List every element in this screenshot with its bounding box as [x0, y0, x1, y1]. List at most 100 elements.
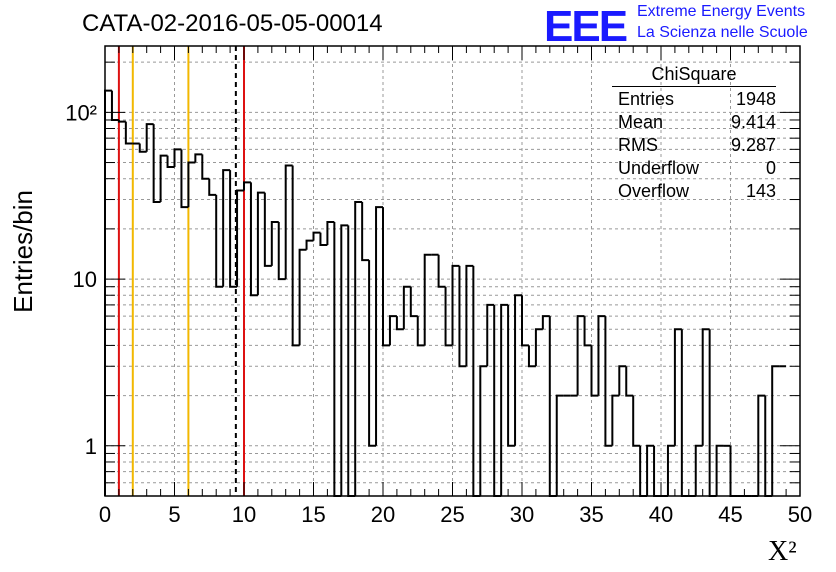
y-tick-label: 10 [73, 267, 97, 292]
histogram-bin [117, 119, 126, 123]
histogram-bin [263, 192, 272, 267]
stats-row: Overflow 143 [612, 180, 776, 203]
histogram-bin [249, 182, 258, 297]
histogram-bin [305, 239, 314, 250]
x-axis-label: X² [768, 536, 797, 567]
plot-title: CATA-02-2016-05-05-00014 [82, 10, 383, 37]
histogram-bin [104, 89, 112, 496]
histogram-bin [361, 201, 370, 262]
histogram-bin [715, 444, 724, 496]
histogram-bin [284, 164, 293, 280]
histogram-bin [236, 189, 244, 287]
histogram-bin [646, 444, 655, 496]
histogram-bin [124, 121, 133, 145]
axis-ticks [104, 46, 801, 497]
stats-box: ChiSquare Entries 1948 Mean 9.414 RMS 9.… [612, 64, 776, 203]
stats-value: 0 [765, 158, 776, 178]
x-tick-label: 30 [510, 502, 534, 527]
histogram-bin [757, 394, 766, 496]
x-tick-label: 20 [371, 502, 395, 527]
stats-row: Underflow 0 [612, 157, 776, 180]
histogram-bin [208, 178, 217, 196]
histogram-bin [375, 206, 383, 446]
histogram-bin [368, 260, 377, 447]
stats-value: 143 [745, 181, 776, 201]
histogram-bars [104, 89, 787, 497]
histogram-bin [187, 161, 196, 208]
stats-label: Underflow [618, 158, 700, 178]
histogram-bin [771, 365, 780, 496]
stats-value: 1948 [735, 89, 776, 109]
histogram-bin [534, 328, 543, 367]
histogram-bin [402, 285, 411, 330]
y-tick-label: 10² [65, 100, 97, 125]
x-tick-label: 15 [301, 502, 325, 527]
x-tick-label: 25 [440, 502, 464, 527]
x-tick-label: 5 [168, 502, 180, 527]
y-axis-label: Entries/bin [8, 190, 38, 313]
stats-label: RMS [618, 135, 658, 155]
stats-row: RMS 9.287 [612, 134, 776, 157]
histogram-bin [548, 316, 557, 497]
histogram-bin [291, 165, 300, 347]
histogram-bin [423, 253, 432, 346]
histogram-bin [507, 304, 516, 447]
histogram-bin [354, 200, 363, 496]
histogram-bin [521, 295, 529, 347]
histogram-bin [270, 220, 279, 266]
histogram-bin [229, 170, 238, 288]
stats-label: Mean [618, 112, 664, 132]
histogram-bin [152, 124, 161, 203]
histogram-bin [173, 148, 182, 168]
histogram-bin [694, 444, 703, 496]
histogram-bin [527, 345, 536, 368]
x-tick-label: 45 [718, 502, 742, 527]
histogram-bin [416, 316, 425, 347]
histogram-bin [222, 169, 231, 287]
tick-labels: 0 5 10 15 20 25 30 35 40 45 50 1 10 10² [65, 100, 812, 527]
histogram-bin [256, 191, 265, 296]
histogram-bin [298, 248, 307, 346]
histogram-bin [555, 394, 564, 496]
histogram-bin [437, 254, 446, 288]
histogram-bin [632, 395, 641, 447]
histogram-bin [277, 221, 286, 281]
reference-lines [117, 46, 245, 496]
stats-title: ChiSquare [612, 64, 776, 87]
histogram-bin [590, 345, 599, 397]
histogram-bin [479, 365, 488, 496]
histogram-bin [597, 315, 606, 396]
y-tick-label: 1 [85, 434, 97, 459]
x-tick-label: 35 [579, 502, 603, 527]
histogram-bin [201, 154, 210, 180]
histogram-bin [673, 328, 682, 446]
histogram-bin [388, 315, 397, 346]
histogram-bin [110, 90, 119, 121]
histogram-bin [340, 224, 349, 496]
x-tick-label: 50 [788, 502, 812, 527]
histogram-bin [145, 123, 154, 152]
histogram-bin [382, 207, 390, 347]
histogram-bin [215, 194, 224, 288]
histogram-bin [409, 286, 418, 318]
histogram-bin [486, 303, 495, 367]
stats-row: Mean 9.414 [612, 111, 776, 134]
histogram-bin [708, 329, 717, 497]
x-tick-label: 10 [232, 502, 256, 527]
stats-value: 9.287 [730, 135, 776, 155]
histogram-bin [611, 394, 620, 446]
histogram-bin [395, 316, 404, 331]
histogram-bin [541, 315, 550, 330]
histogram-bin [514, 294, 522, 446]
stats-label: Entries [618, 89, 675, 109]
histogram-bin [493, 304, 502, 497]
logo-line-2: La Scienza nelle Scuole [637, 24, 808, 41]
histogram-bin [347, 225, 356, 497]
histogram-bin [680, 329, 689, 497]
histogram-bin [500, 303, 509, 496]
histogram-bin [666, 444, 675, 496]
histogram-bin [465, 264, 474, 367]
histogram-bin [326, 220, 335, 246]
histogram-bin [625, 366, 634, 397]
